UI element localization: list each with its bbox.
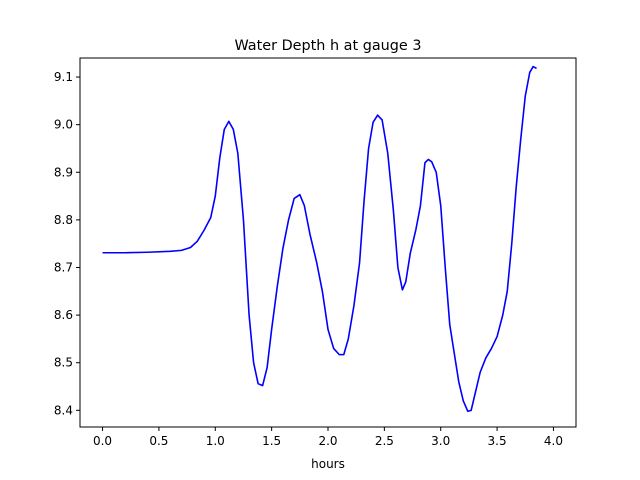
axes-frame xyxy=(79,57,577,428)
series-line xyxy=(102,65,537,413)
y-tick-label: 8.8 xyxy=(54,213,73,227)
x-tick-label: 1.0 xyxy=(206,434,225,448)
x-axis-label: hours xyxy=(311,457,345,471)
y-axis-ticks: 8.4 8.5 8.6 8.7 8.8 8.9 9.0 9.1 xyxy=(54,70,80,417)
x-tick-label: 2.0 xyxy=(318,434,337,448)
x-tick-label: 3.0 xyxy=(431,434,450,448)
x-axis-ticks: 0.0 0.5 1.0 1.5 2.0 2.5 3.0 3.5 4.0 xyxy=(93,427,563,448)
chart-title: Water Depth h at gauge 3 xyxy=(234,38,421,54)
x-tick-label: 3.5 xyxy=(488,434,507,448)
x-tick-label: 2.5 xyxy=(375,434,394,448)
y-tick-label: 8.5 xyxy=(54,356,73,370)
y-tick-label: 8.4 xyxy=(54,403,73,417)
y-tick-label: 9.1 xyxy=(54,70,73,84)
x-tick-label: 0.5 xyxy=(149,434,168,448)
plot-area xyxy=(102,65,537,413)
x-tick-label: 1.5 xyxy=(262,434,281,448)
x-tick-label: 4.0 xyxy=(544,434,563,448)
x-tick-label: 0.0 xyxy=(93,434,112,448)
y-tick-label: 8.9 xyxy=(54,165,73,179)
y-tick-label: 8.6 xyxy=(54,308,73,322)
y-tick-label: 9.0 xyxy=(54,118,73,132)
y-tick-label: 8.7 xyxy=(54,260,73,274)
